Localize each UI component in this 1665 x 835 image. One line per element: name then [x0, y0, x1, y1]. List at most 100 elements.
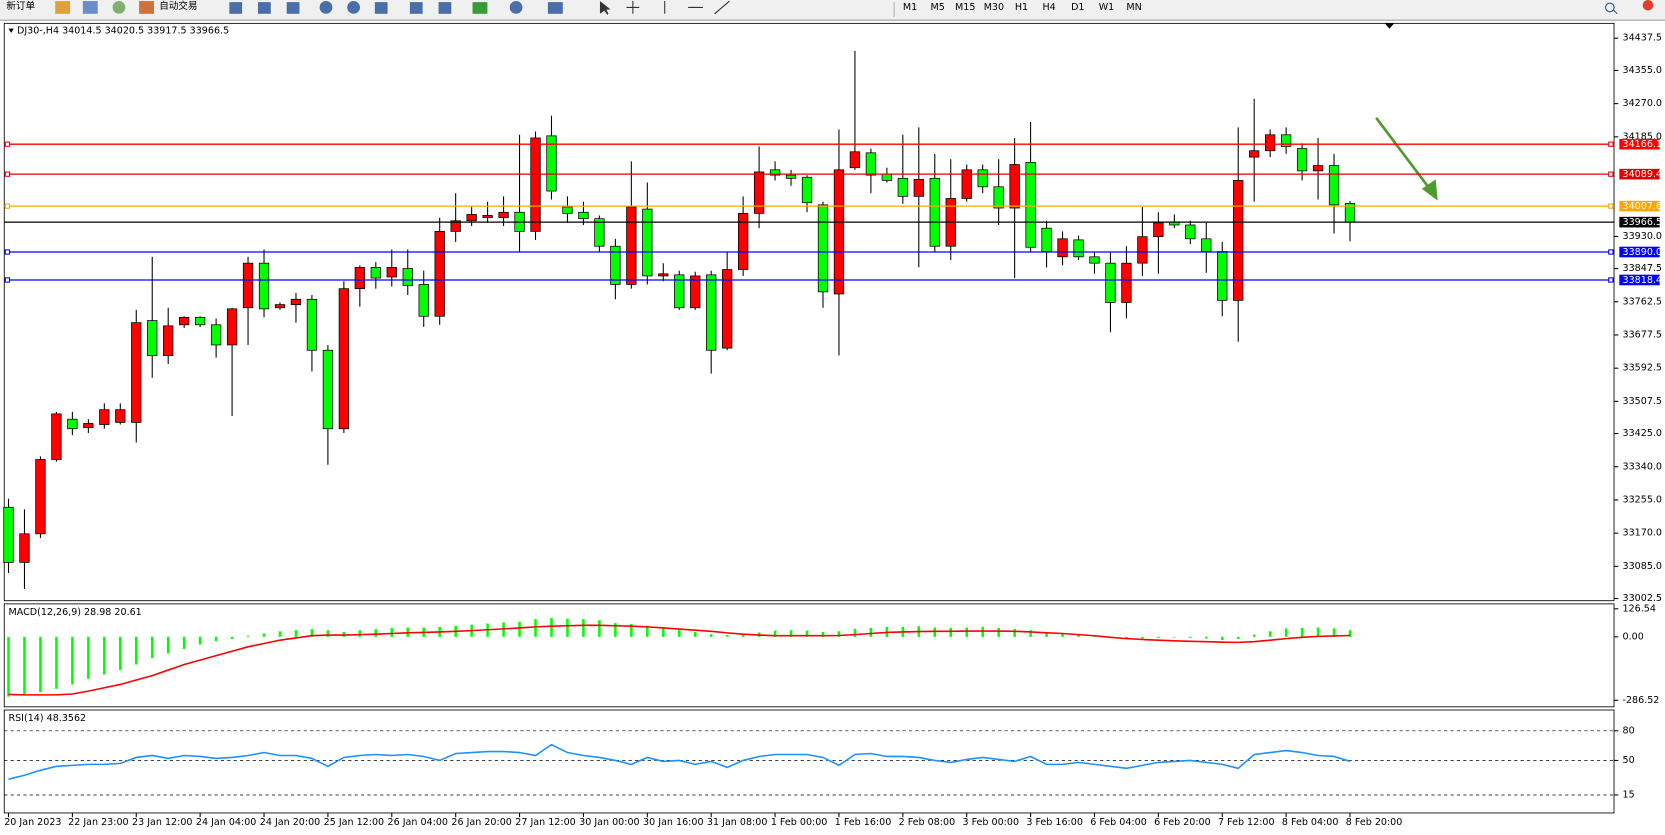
y-tick-label: -286.52	[1623, 695, 1660, 706]
histogram-bar	[1316, 627, 1320, 637]
candle-body	[610, 245, 621, 285]
histogram-bar	[390, 627, 394, 637]
histogram-bar	[869, 627, 873, 637]
histogram-bar	[646, 625, 649, 637]
level-handle	[1608, 249, 1614, 255]
icon[interactable]	[112, 1, 126, 14]
x-tick-label: 23 Jan 12:00	[132, 817, 192, 828]
icon[interactable]	[664, 0, 730, 15]
histogram-bar	[198, 636, 202, 645]
level-label: 34166.1	[1623, 139, 1662, 150]
icon[interactable]	[347, 1, 360, 14]
badge	[1642, 0, 1654, 11]
macd-panel	[3, 603, 1615, 708]
icon[interactable]	[55, 1, 71, 14]
toolbar-icons	[229, 0, 730, 15]
histogram-bar	[214, 636, 218, 642]
candle-body	[51, 413, 62, 460]
icon[interactable]	[82, 1, 98, 14]
histogram-bar	[1077, 634, 1080, 637]
histogram-bar	[39, 636, 42, 693]
y-tick-label: 34355.0	[1623, 65, 1662, 76]
icon[interactable]	[258, 2, 271, 14]
histogram-bar	[965, 627, 968, 637]
histogram-bar	[1284, 628, 1288, 637]
candle-body	[578, 211, 589, 220]
candle-body	[147, 320, 158, 356]
timeframe-button[interactable]: M30	[984, 2, 1004, 13]
timeframe-button[interactable]: W1	[1099, 2, 1115, 13]
icon[interactable]	[319, 1, 333, 14]
annotation-arrow	[1375, 117, 1438, 201]
histogram-bar	[23, 636, 26, 695]
candle-body	[370, 267, 381, 279]
icon[interactable]	[438, 2, 452, 14]
candle-body	[530, 137, 541, 232]
x-tick-label: 6 Feb 04:00	[1090, 817, 1147, 828]
candle-body	[1249, 150, 1260, 158]
candle-body	[1041, 227, 1052, 252]
x-tick-label: 22 Jan 23:00	[68, 817, 128, 828]
candle-body	[163, 325, 174, 356]
candle-body	[402, 268, 413, 286]
candle-body	[961, 169, 972, 199]
histogram-bar	[1141, 636, 1144, 639]
histogram-bar	[1252, 634, 1256, 637]
candle-body	[274, 304, 286, 309]
icon[interactable]	[626, 1, 640, 14]
search-icon[interactable]	[1605, 2, 1618, 15]
x-tick-label: 24 Jan 20:00	[260, 817, 320, 828]
timeframe-button[interactable]: H4	[1042, 2, 1055, 13]
candle-body	[833, 169, 845, 295]
new-order-button[interactable]: 新订单	[6, 0, 35, 12]
y-tick-label: 33255.0	[1623, 494, 1662, 505]
x-tick-label: 1 Feb 16:00	[835, 817, 892, 828]
icon[interactable]	[286, 2, 300, 14]
auto-trading-button[interactable]: 自动交易	[159, 0, 197, 12]
candle-body	[658, 273, 669, 277]
icon[interactable]	[139, 1, 154, 14]
y-tick-label: 34185.0	[1623, 131, 1662, 142]
panel-title: RSI(14) 48.3562	[8, 713, 86, 724]
candle-body	[562, 206, 573, 214]
icon[interactable]	[472, 2, 488, 14]
candle-body	[1137, 236, 1148, 264]
level-label: 34089.4	[1623, 169, 1662, 180]
histogram-bar	[55, 636, 58, 689]
level-label-box	[1619, 138, 1660, 150]
timeframe-button[interactable]: M15	[955, 2, 975, 13]
candle-body	[929, 177, 940, 247]
y-tick-label: 33507.5	[1623, 396, 1662, 407]
histogram-bar	[1332, 628, 1336, 637]
histogram-bar	[166, 636, 170, 654]
candle-body	[753, 171, 765, 214]
candle-body	[993, 186, 1004, 209]
rsi-panel	[3, 709, 1615, 814]
icon[interactable]	[229, 2, 243, 14]
candle-body	[99, 409, 110, 425]
icon[interactable]	[374, 2, 388, 14]
histogram-bar	[1029, 630, 1032, 637]
histogram-bar	[1236, 636, 1240, 640]
candle-body	[115, 409, 126, 423]
icon[interactable]	[599, 1, 611, 15]
timeframe-button[interactable]: D1	[1071, 2, 1084, 13]
y-tick-label: 34437.5	[1623, 33, 1662, 44]
timeframe-button[interactable]: M5	[930, 2, 944, 13]
icon[interactable]	[509, 1, 523, 14]
candle-body	[1057, 238, 1068, 258]
candle-body	[737, 212, 749, 270]
histogram-bar	[71, 636, 74, 685]
timeframe-button[interactable]: H1	[1015, 2, 1028, 13]
candle-body	[801, 176, 813, 204]
level-handle	[4, 141, 11, 147]
timeframe-button[interactable]: MN	[1126, 2, 1141, 13]
histogram-bar	[725, 635, 729, 637]
candle-body	[1025, 162, 1036, 248]
timeframe-button[interactable]: M1	[903, 2, 917, 13]
histogram-bar	[662, 627, 665, 637]
icon[interactable]	[409, 2, 423, 14]
candle-body	[482, 215, 493, 218]
candle-body	[1185, 224, 1196, 240]
icon[interactable]	[547, 2, 563, 14]
